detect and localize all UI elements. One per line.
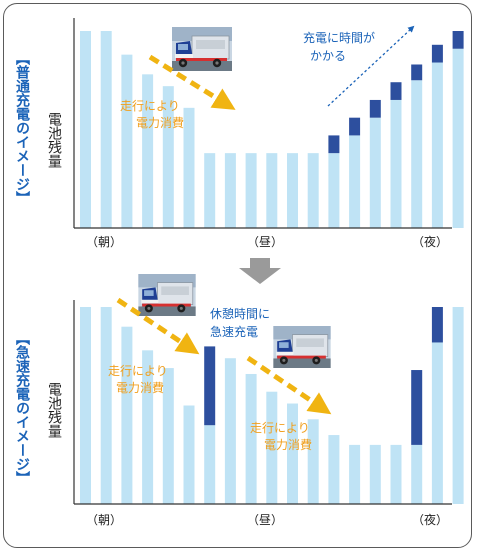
quick-charge-tick-night: （夜） <box>412 512 448 527</box>
normal-charge-bars <box>80 31 464 229</box>
normal-charge-tick-morning: （朝） <box>86 235 122 249</box>
normal-bar-2 <box>100 31 112 228</box>
quick-bar-1 <box>80 307 91 504</box>
normal-bar-4 <box>142 74 154 228</box>
quick-charge-tick-noon: （昼） <box>247 513 283 527</box>
normal-bar-17-charge-segment <box>411 64 423 81</box>
quick-bar-8 <box>224 358 236 504</box>
truck-photo-icon <box>172 27 232 71</box>
quick-bar-14 <box>349 444 361 504</box>
consumption-annotation-2-line1: 走行により <box>250 421 310 435</box>
normal-bar-13-charge-segment <box>328 135 340 154</box>
quick-bar-18-charge-segment <box>431 307 443 343</box>
normal-bar-10 <box>266 153 278 228</box>
normal-bar-6 <box>183 107 195 228</box>
quick-bar-17-charge-segment <box>411 370 423 445</box>
quick-charge-annotation-line2: 急速充電 <box>210 324 258 339</box>
normal-bar-15 <box>369 117 381 228</box>
normal-bar-13 <box>328 153 340 228</box>
normal-bar-9 <box>245 153 257 228</box>
quick-bar-7 <box>204 425 216 504</box>
normal-bar-14-charge-segment <box>349 117 361 136</box>
normal-charge-panel: 【普通充電のイメージ】 電池残量 （朝） （昼） （夜） 走行により 電力消費 … <box>14 18 464 249</box>
quick-bar-18 <box>431 342 443 504</box>
normal-bar-15-charge-segment <box>369 99 381 118</box>
quick-bar-4 <box>142 350 154 504</box>
quick-bar-9 <box>245 373 257 504</box>
normal-bar-19-charge-segment <box>452 31 464 49</box>
quick-charge-ylabel: 電池残量 <box>46 382 62 438</box>
normal-bar-16 <box>390 99 402 228</box>
normal-charge-tick-night: （夜） <box>412 234 448 249</box>
slow-charge-annotation-line1: 充電に時間が <box>303 30 375 45</box>
quick-bar-5 <box>162 368 174 504</box>
consumption-annotation-line2: 電力消費 <box>136 115 184 130</box>
slow-charge-annotation-line2: かかる <box>310 49 346 63</box>
quick-bar-16 <box>390 444 402 504</box>
slow-charge-arrow <box>327 25 415 107</box>
down-arrow-icon <box>239 258 281 284</box>
consumption-annotation-line1: 走行により <box>120 99 180 113</box>
normal-charge-tick-noon: （昼） <box>247 235 283 249</box>
quick-charge-bars <box>80 307 464 504</box>
consumption-annotation-1-line2: 電力消費 <box>116 380 164 395</box>
quick-bar-7-charge-segment <box>204 346 216 426</box>
normal-bar-7 <box>204 153 216 228</box>
normal-bar-5 <box>162 86 174 228</box>
quick-charge-tick-morning: （朝） <box>86 513 122 527</box>
normal-bar-8 <box>224 153 236 228</box>
truck-photo-icon <box>138 274 196 316</box>
normal-bar-11 <box>287 153 298 228</box>
quick-bar-3 <box>121 326 133 504</box>
normal-bar-17 <box>411 80 423 228</box>
normal-bar-18 <box>431 62 443 228</box>
quick-charge-side-label: 【急速充電のイメージ】 <box>14 331 30 485</box>
quick-bar-19 <box>452 307 464 504</box>
quick-bar-6 <box>183 405 195 504</box>
normal-bar-12 <box>307 153 319 228</box>
normal-bar-16-charge-segment <box>390 82 402 100</box>
consumption-annotation-1-line1: 走行により <box>108 364 168 378</box>
quick-charge-annotation-line1: 休憩時間に <box>210 306 270 321</box>
quick-bar-15 <box>369 444 381 504</box>
normal-bar-3 <box>121 54 133 228</box>
normal-charge-side-label: 【普通充電のイメージ】 <box>14 51 30 205</box>
normal-bar-18-charge-segment <box>431 44 443 63</box>
quick-bar-13 <box>328 435 340 504</box>
quick-bar-11 <box>287 403 298 504</box>
quick-bar-10 <box>266 391 278 504</box>
figure-frame <box>3 3 472 548</box>
normal-bar-14 <box>349 135 361 228</box>
normal-bar-1 <box>80 31 91 228</box>
quick-bar-2 <box>100 307 112 504</box>
quick-charge-panel: 【急速充電のイメージ】 電池残量 （朝） （昼） （夜） 走行により 電力消費 … <box>14 274 464 527</box>
consumption-arrow-1 <box>116 297 200 355</box>
truck-photo-icon <box>273 326 331 368</box>
normal-bar-19 <box>452 48 464 229</box>
quick-bar-17 <box>411 444 423 504</box>
consumption-annotation-2-line2: 電力消費 <box>264 437 312 452</box>
normal-charge-ylabel: 電池残量 <box>46 112 62 168</box>
quick-bar-12 <box>307 419 319 504</box>
